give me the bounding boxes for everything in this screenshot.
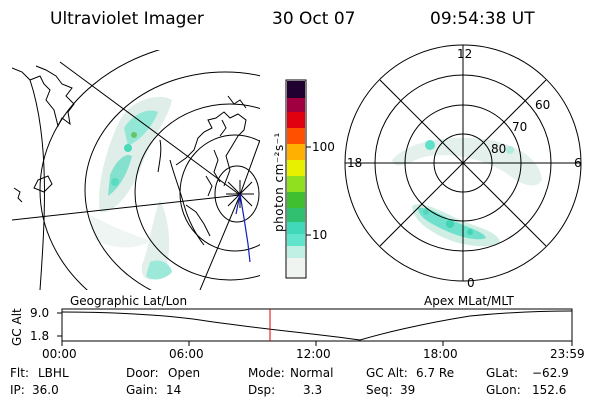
colorbar-tick-100: 100 (312, 140, 335, 154)
polar-aurora-emission (392, 137, 542, 247)
mode-value: Normal (290, 366, 334, 380)
seq-value: 39 (400, 383, 416, 397)
gcalt-label: GC Alt: (366, 366, 408, 380)
ip-value: 36.0 (32, 383, 59, 397)
altitude-xtick-1200: 12:00 (296, 347, 331, 361)
altitude-xtick-0600: 06:00 (169, 347, 204, 361)
altitude-xtick-2359: 23:59 (550, 347, 585, 361)
geo-coastline (12, 65, 247, 246)
time-label: 09:54:38 UT (430, 9, 535, 29)
colorbar (285, 79, 311, 279)
flt-value: LBHL (38, 366, 69, 380)
date-label: 30 Oct 07 (272, 9, 356, 29)
polar-plot (344, 44, 582, 282)
colorbar-unit-label: photon cm⁻²s⁻¹ (272, 132, 286, 232)
altitude-curve (61, 310, 573, 341)
mode-label: Mode: (248, 366, 285, 380)
polar-mlt-18: 18 (347, 156, 363, 170)
polar-mlt-12: 12 (457, 47, 473, 61)
glat-label: GLat: (486, 366, 519, 380)
polar-mlt-6: 6 (574, 156, 582, 170)
door-value: Open (168, 366, 201, 380)
polar-lat-60: 60 (535, 98, 551, 112)
glon-value: 152.6 (532, 383, 567, 397)
colorbar-tick-10: 10 (312, 228, 328, 242)
altitude-ytick-high: 9.0 (30, 306, 50, 320)
ip-label: IP: (10, 383, 25, 397)
spacecraft-track (239, 193, 251, 263)
flt-label: Flt: (10, 366, 29, 380)
glon-label: GLon: (486, 383, 521, 397)
polar-caption: Apex MLat/MLT (424, 294, 514, 308)
gain-label: Gain: (126, 383, 158, 397)
glat-value: −62.9 (532, 366, 569, 380)
instrument-title: Ultraviolet Imager (50, 9, 204, 29)
polar-mlt-0: 0 (467, 276, 475, 290)
polar-lat-80: 80 (491, 142, 507, 156)
altitude-axis-label: GC Alt (10, 308, 24, 346)
altitude-xtick-0000: 00:00 (42, 347, 77, 361)
altitude-xtick-1800: 18:00 (423, 347, 458, 361)
polar-lat-70: 70 (512, 120, 528, 134)
altitude-ytick-low: 1.8 (30, 329, 50, 343)
door-label: Door: (126, 366, 159, 380)
dsp-label: Dsp: (248, 383, 276, 397)
gain-value: 14 (166, 383, 182, 397)
seq-label: Seq: (366, 383, 393, 397)
altitude-plot (57, 308, 573, 346)
geo-caption: Geographic Lat/Lon (70, 294, 188, 308)
dsp-value: 3.3 (303, 383, 323, 397)
gcalt-value: 6.7 Re (416, 366, 455, 380)
geo-aurora-emission (90, 96, 172, 280)
geo-map (12, 50, 260, 290)
